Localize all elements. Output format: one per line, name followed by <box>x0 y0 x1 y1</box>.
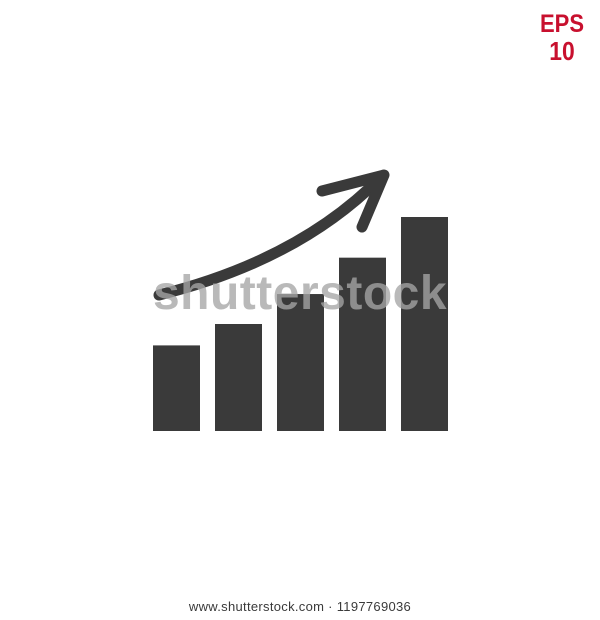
eps-version: 10 <box>549 36 575 66</box>
growth-arrow-icon <box>153 170 388 301</box>
bar-group <box>153 217 448 431</box>
eps-label: EPS <box>539 10 585 38</box>
bar-1 <box>153 345 200 431</box>
footer-image-id: 1197769036 <box>336 599 412 614</box>
footer: www.shutterstock.com · 1197769036 <box>0 600 600 613</box>
bar-2 <box>215 324 262 431</box>
bar-4 <box>339 257 386 431</box>
footer-separator: · <box>328 599 333 614</box>
bar-3 <box>277 294 324 431</box>
footer-site: www.shutterstock.com <box>188 599 325 614</box>
arrow-head-icon <box>316 169 390 233</box>
eps-badge: EPS 10 <box>539 10 585 66</box>
bar-5 <box>401 217 448 431</box>
watermark: shutterstock <box>152 267 448 320</box>
